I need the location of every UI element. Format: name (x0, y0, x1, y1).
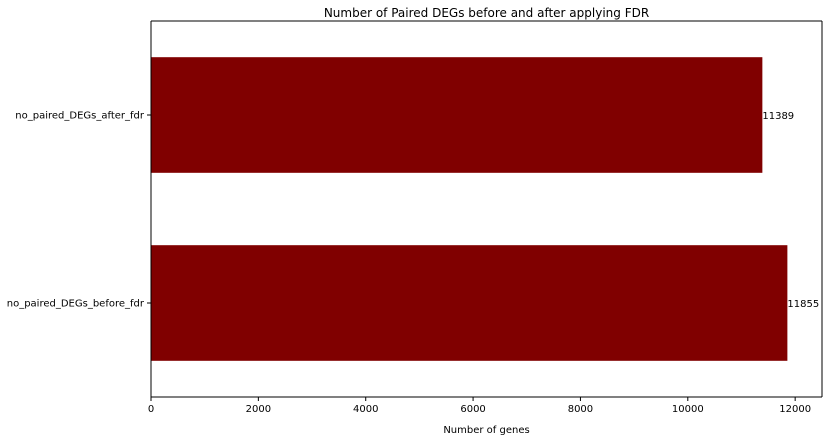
x-tick-label: 4000 (353, 404, 378, 415)
axes-layer: no_paired_DEGs_before_fdr no_paired_DEGs_… (7, 20, 823, 415)
x-tick-label: 12000 (779, 404, 811, 415)
x-tick-label: 10000 (672, 404, 704, 415)
bar (151, 245, 788, 361)
y-tick-label: no_paired_DEGs_after_fdr (15, 111, 145, 122)
y-tick-label: no_paired_DEGs_before_fdr (7, 299, 145, 310)
bar (151, 57, 763, 173)
chart-title: Number of Paired DEGs before and after a… (324, 6, 649, 20)
x-tick-label: 2000 (246, 404, 271, 415)
x-tick-label: 6000 (460, 404, 485, 415)
data-label: 11389 (762, 111, 794, 122)
x-tick-label: 0 (148, 404, 154, 415)
data-label: 11855 (787, 299, 819, 310)
x-tick-label: 8000 (568, 404, 593, 415)
x-axis-label: Number of genes (443, 425, 529, 436)
bars-layer: 11855 11389 (151, 57, 819, 361)
